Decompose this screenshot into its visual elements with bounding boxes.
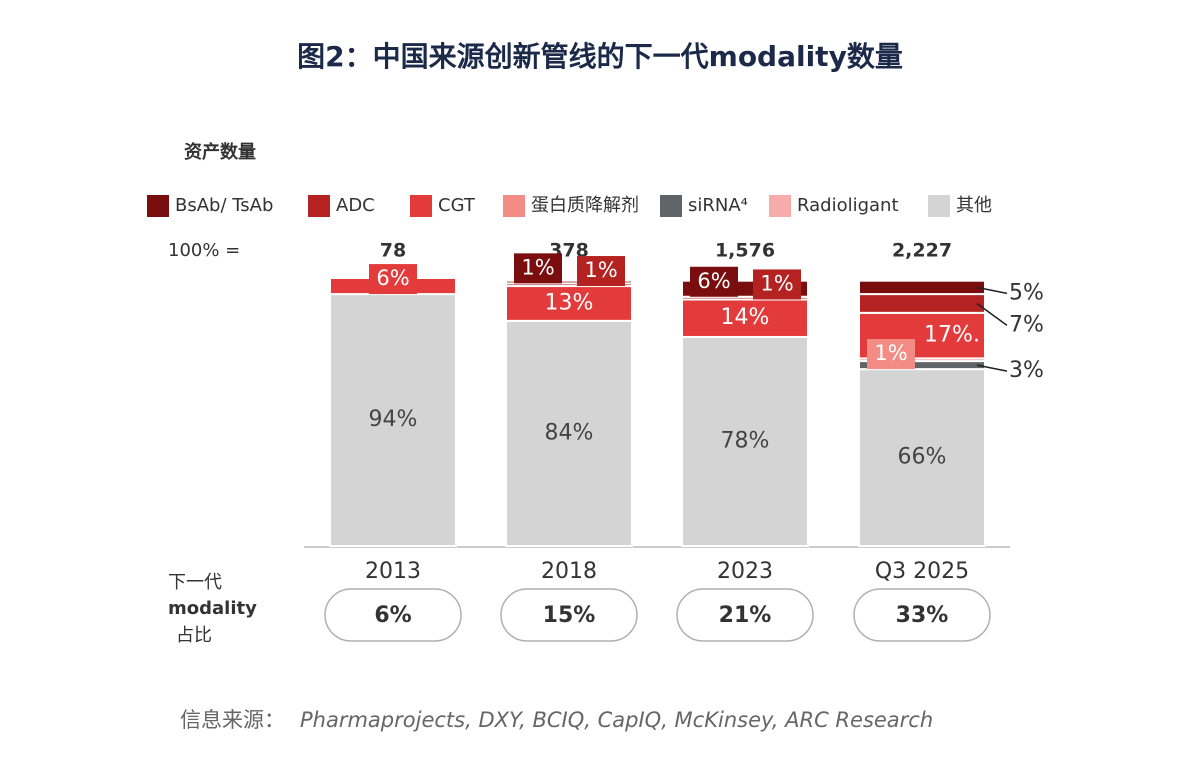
bar-segment [858, 293, 986, 314]
legend-label: 其他 [956, 195, 992, 216]
value-label: 17%. [924, 323, 980, 348]
legend-swatch [410, 195, 432, 217]
value-label: 84% [545, 420, 594, 445]
legend-swatch [147, 195, 169, 217]
value-label: 5% [1009, 280, 1044, 305]
x-tick-label: 2013 [365, 559, 421, 584]
value-label: 1% [521, 255, 554, 279]
bar-segment [505, 279, 633, 285]
legend-swatch [769, 195, 791, 217]
legend-swatch [503, 195, 525, 217]
total-value: 78 [380, 240, 406, 262]
x-tick-label: 2018 [541, 559, 597, 584]
bar-segment [329, 293, 457, 547]
x-tick-label: 2023 [717, 559, 773, 584]
share-pill [324, 588, 462, 642]
leader-line [976, 302, 1008, 326]
label-box [753, 269, 801, 300]
bar-segment [681, 335, 809, 547]
value-label: 7% [1009, 312, 1044, 337]
label-box [369, 264, 417, 295]
label-box [867, 339, 915, 370]
legend-label: Radioligant [797, 195, 899, 216]
legend-swatch [928, 195, 950, 217]
share-pill [500, 588, 638, 642]
bar-segment [681, 298, 809, 338]
label-box [690, 266, 738, 297]
value-label: 1% [760, 271, 793, 295]
share-value: 6% [374, 603, 411, 628]
legend-label: 蛋白质降解剂 [531, 195, 639, 216]
value-label: 6% [376, 266, 409, 290]
total-label: 100% = [168, 240, 240, 261]
total-value: 1,576 [715, 240, 775, 262]
label-box [514, 253, 562, 284]
bar-segment [858, 279, 986, 296]
legend-label: ADC [336, 195, 375, 216]
share-label: modality [168, 598, 257, 619]
legend-label: BsAb/ TsAb [175, 195, 273, 216]
value-label: 13% [545, 290, 594, 315]
share-label: 占比 [176, 625, 212, 646]
leader-line [976, 364, 1008, 372]
share-value: 21% [719, 603, 772, 628]
total-value: 2,227 [892, 240, 952, 262]
share-value: 15% [543, 603, 596, 628]
source-label: 信息来源： [180, 708, 285, 732]
source: Pharmaprojects, DXY, BCIQ, CapIQ, McKins… [300, 708, 933, 732]
value-label: 3% [1009, 358, 1044, 383]
label-box [577, 256, 625, 287]
chart-title: 图2：中国来源创新管线的下一代modality数量 [297, 40, 903, 73]
legend-label: siRNA⁴ [688, 195, 748, 216]
share-value: 33% [896, 603, 949, 628]
y-label: 资产数量 [184, 141, 256, 163]
share-pill [676, 588, 814, 642]
value-label: 14% [721, 305, 770, 330]
value-label: 66% [898, 445, 947, 470]
legend-swatch [660, 195, 682, 217]
legend-label: CGT [438, 195, 476, 216]
value-label: 1% [874, 341, 907, 365]
legend-swatch [308, 195, 330, 217]
share-pill [853, 588, 991, 642]
share-label: 下一代 [168, 572, 222, 593]
bar-segment [505, 285, 633, 322]
bar-segment [858, 368, 986, 547]
value-label: 6% [697, 269, 730, 293]
leader-line [976, 286, 1008, 295]
value-label: 78% [721, 428, 770, 453]
value-label: 94% [369, 407, 418, 432]
value-label: 1% [584, 258, 617, 282]
x-tick-label: Q3 2025 [875, 559, 969, 584]
